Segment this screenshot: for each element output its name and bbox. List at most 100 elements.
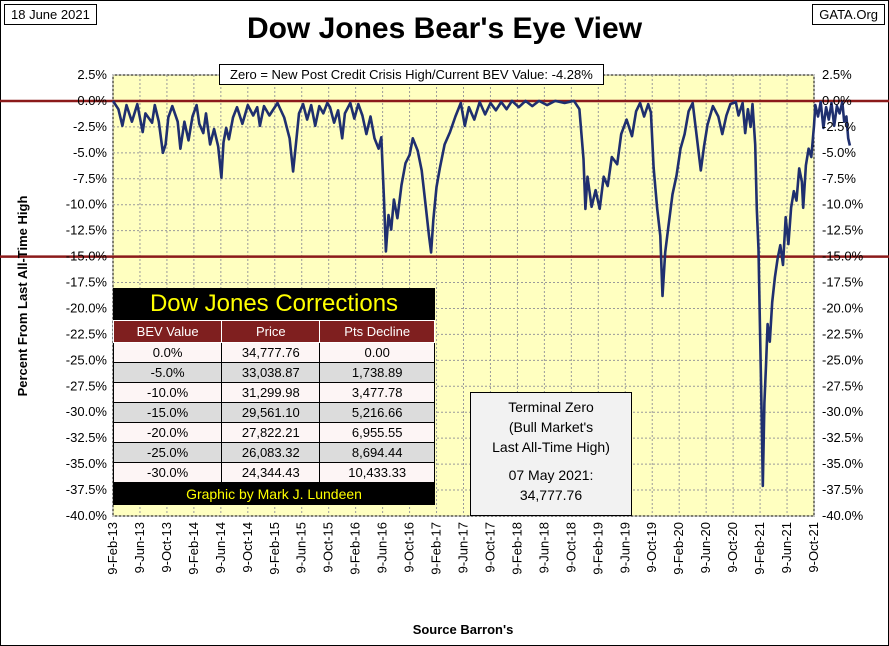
cell-decline: 3,477.78 <box>319 382 435 403</box>
y-tick-label-left: -32.5% <box>66 430 108 445</box>
x-tick-label: 9-Oct-18 <box>563 522 578 573</box>
y-tick-label-right: -7.5% <box>822 171 856 186</box>
cell-price: 29,561.10 <box>221 402 321 423</box>
x-tick-label: 9-Feb-17 <box>429 522 444 575</box>
table-row: 0.0% 34,777.76 0.00 <box>112 342 435 363</box>
x-tick-label: 9-Oct-19 <box>644 522 659 573</box>
cell-decline: 0.00 <box>319 342 435 363</box>
corrections-table-panel: Dow Jones Corrections BEV Value Price Pt… <box>112 288 435 505</box>
y-tick-label-right: -22.5% <box>822 326 864 341</box>
x-tick-label: 9-Jun-15 <box>294 522 309 573</box>
graphic-credit: Graphic by Mark J. Lundeen <box>186 486 362 502</box>
terminal-line-4: 07 May 2021: <box>508 467 594 483</box>
reference-lines <box>0 99 889 258</box>
y-tick-label-left: -35.0% <box>66 456 108 471</box>
x-tick-label: 9-Oct-15 <box>321 522 336 573</box>
y-tick-label-left: -7.5% <box>73 171 107 186</box>
cell-price: 26,083.32 <box>221 442 321 463</box>
corrections-title: Dow Jones Corrections <box>149 290 399 317</box>
terminal-line-3: Last All-Time High) <box>492 439 610 455</box>
x-tick-label: 9-Jun-21 <box>779 522 794 573</box>
x-tick-label: 9-Feb-14 <box>186 522 201 575</box>
y-tick-label-right: -10.0% <box>822 197 864 212</box>
x-tick-label: 9-Jun-16 <box>375 522 390 573</box>
x-tick-label: 9-Oct-13 <box>159 522 174 573</box>
y-tick-label-left: -15.0% <box>66 249 108 264</box>
x-tick-label: 9-Jun-18 <box>536 522 551 573</box>
y-tick-label-left: -37.5% <box>66 482 108 497</box>
y-tick-label-left: -25.0% <box>66 352 108 367</box>
terminal-line-2: (Bull Market's <box>508 419 594 435</box>
y-tick-label-left: -30.0% <box>66 404 108 419</box>
cell-price: 27,822.21 <box>221 422 321 443</box>
x-tick-label: 9-Feb-15 <box>267 522 282 575</box>
x-tick-label: 9-Oct-20 <box>725 522 740 573</box>
chart-title: Dow Jones Bear's Eye View <box>246 12 643 45</box>
cell-price: 33,038.87 <box>221 362 321 383</box>
x-tick-label: 9-Feb-21 <box>752 522 767 575</box>
cell-decline: 1,738.89 <box>319 362 435 383</box>
table-row: -25.0% 26,083.32 8,694.44 <box>112 442 435 463</box>
cell-decline: 5,216.66 <box>319 402 435 423</box>
y-tick-label-right: 2.5% <box>822 67 852 82</box>
cell-decline: 6,955.55 <box>319 422 435 443</box>
x-tick-label: 9-Jun-19 <box>617 522 632 573</box>
site-label: GATA.Org <box>812 4 885 25</box>
cell-decline: 8,694.44 <box>319 442 435 463</box>
y-tick-label-right: -30.0% <box>822 404 864 419</box>
cell-bev: -15.0% <box>112 402 223 423</box>
x-axis-title: Source Barron's <box>413 622 514 637</box>
x-tick-label: 9-Oct-17 <box>482 522 497 573</box>
table-row: -10.0% 31,299.98 3,477.78 <box>112 382 435 403</box>
terminal-line-5: 34,777.76 <box>519 487 583 503</box>
y-tick-label-right: -5.0% <box>822 145 856 160</box>
x-tick-label: 9-Jun-13 <box>132 522 147 573</box>
cell-price: 34,777.76 <box>221 342 321 363</box>
x-axis-labels: 9-Feb-13 9-Jun-13 9-Oct-13 9-Feb-14 9-Jun-14… <box>105 522 821 575</box>
y-tick-label-right: -12.5% <box>822 223 864 238</box>
x-tick-label: 9-Jun-17 <box>456 522 471 573</box>
table-row: -5.0% 33,038.87 1,738.89 <box>112 362 435 383</box>
date-label: 18 June 2021 <box>4 4 97 25</box>
y-tick-label-left: -5.0% <box>73 145 107 160</box>
y-tick-label-right: -20.0% <box>822 300 864 315</box>
y-tick-label-left: 0.0% <box>77 93 107 108</box>
x-tick-label: 9-Feb-20 <box>671 522 686 575</box>
terminal-line-1: Terminal Zero <box>508 399 594 415</box>
cell-bev: -5.0% <box>112 362 223 383</box>
column-header-bev: BEV Value <box>112 320 223 343</box>
cell-bev: -30.0% <box>112 462 223 483</box>
y-tick-label-right: -40.0% <box>822 508 864 523</box>
y-tick-label-right: -25.0% <box>822 352 864 367</box>
y-tick-label-right: -37.5% <box>822 482 864 497</box>
y-tick-label-left: -40.0% <box>66 508 108 523</box>
cell-bev: -20.0% <box>112 422 223 443</box>
table-row: -15.0% 29,561.10 5,216.66 <box>112 402 435 423</box>
table-row: -20.0% 27,822.21 6,955.55 <box>112 422 435 443</box>
y-tick-label-left: -10.0% <box>66 197 108 212</box>
x-tick-label: 9-Oct-14 <box>240 522 255 573</box>
zero-note-box: Zero = New Post Credit Crisis High/Curre… <box>219 64 604 85</box>
y-tick-label-right: -2.5% <box>822 119 856 134</box>
y-tick-label-left: 2.5% <box>77 67 107 82</box>
x-tick-label: 9-Feb-18 <box>509 522 524 575</box>
y-axis-title: Percent From Last All-Time High <box>15 196 30 397</box>
cell-price: 31,299.98 <box>221 382 321 403</box>
x-tick-label: 9-Jun-20 <box>698 522 713 573</box>
x-tick-label: 9-Feb-16 <box>348 522 363 575</box>
cell-bev: -25.0% <box>112 442 223 463</box>
x-tick-label: 9-Oct-16 <box>402 522 417 573</box>
y-axis-left-labels: 2.5% 0.0% -2.5% -5.0% -7.5% -10.0% -12.5% -15.0… <box>66 67 108 523</box>
cell-bev: 0.0% <box>112 342 223 363</box>
y-tick-label-left: -17.5% <box>66 275 108 290</box>
y-tick-label-left: -22.5% <box>66 326 108 341</box>
y-tick-label-left: -27.5% <box>66 378 108 393</box>
column-header-price: Price <box>221 320 321 343</box>
cell-price: 24,344.43 <box>221 462 321 483</box>
column-header-decline: Pts Decline <box>319 320 435 343</box>
x-tick-label: 9-Jun-14 <box>213 522 228 573</box>
y-tick-label-left: -2.5% <box>73 119 107 134</box>
y-tick-label-left: -20.0% <box>66 300 108 315</box>
corrections-table: BEV Value Price Pts Decline 0.0% 34,777.7… <box>112 320 435 483</box>
y-axis-right-labels: 2.5% 0.0% -2.5% -5.0% -7.5% -10.0% -12.5% -15.0… <box>822 67 864 523</box>
